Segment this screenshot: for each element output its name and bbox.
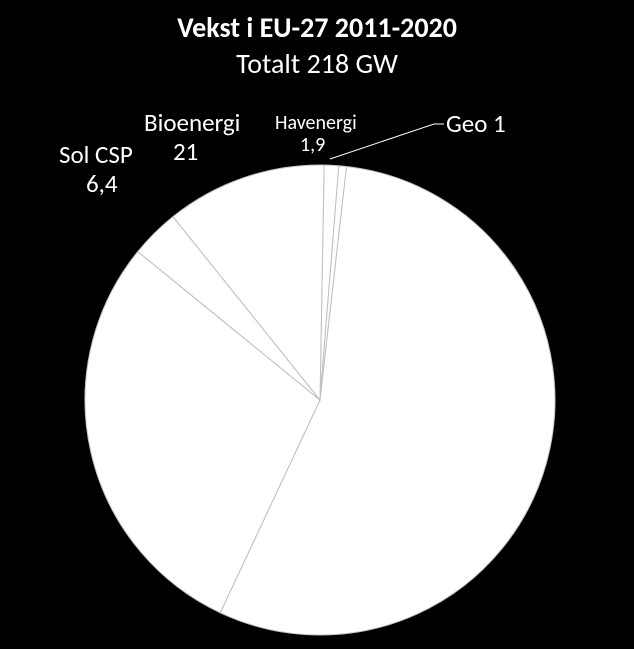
slice-label: 1,9 — [300, 134, 325, 156]
slice-label: Bioenergi — [144, 109, 240, 137]
slice-label: Geo 1 — [446, 110, 506, 138]
pie-chart — [0, 0, 634, 649]
slice-label: Havenergi — [275, 112, 357, 134]
slice-label: Sol CSP — [59, 141, 133, 169]
slice-label: 21 — [173, 138, 198, 166]
slice-label: 6,4 — [86, 170, 118, 198]
